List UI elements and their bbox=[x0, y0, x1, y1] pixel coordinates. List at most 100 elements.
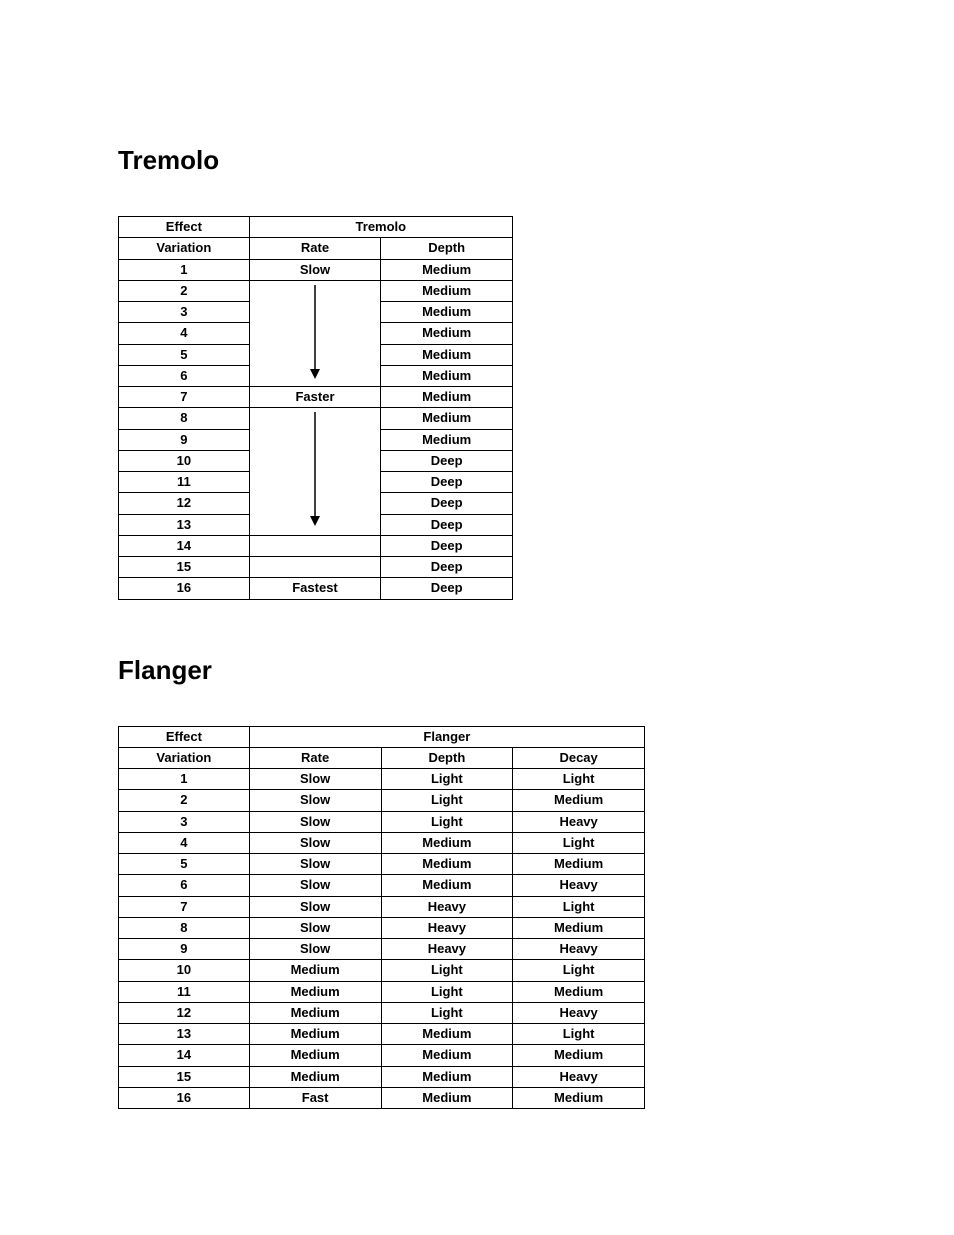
depth-cell: Medium bbox=[381, 387, 513, 408]
depth-cell: Deep bbox=[381, 450, 513, 471]
rate-cell: Slow bbox=[249, 939, 381, 960]
flanger-col-rate: Rate bbox=[249, 747, 381, 768]
rate-cell: Slow bbox=[249, 854, 381, 875]
variation-cell: 16 bbox=[119, 1087, 250, 1108]
variation-cell: 6 bbox=[119, 365, 250, 386]
table-row: 3SlowLightHeavy bbox=[119, 811, 645, 832]
variation-cell: 9 bbox=[119, 939, 250, 960]
table-row: 8SlowHeavyMedium bbox=[119, 917, 645, 938]
table-row: 2SlowLightMedium bbox=[119, 790, 645, 811]
depth-cell: Heavy bbox=[381, 939, 513, 960]
depth-cell: Light bbox=[381, 1002, 513, 1023]
variation-cell: 14 bbox=[119, 1045, 250, 1066]
variation-cell: 16 bbox=[119, 578, 250, 599]
table-row: 10MediumLightLight bbox=[119, 960, 645, 981]
decay-cell: Light bbox=[513, 769, 645, 790]
table-row: 16 Fastest Deep bbox=[119, 578, 513, 599]
rate-cell: Faster bbox=[249, 387, 381, 408]
decay-cell: Medium bbox=[513, 981, 645, 1002]
variation-cell: 8 bbox=[119, 917, 250, 938]
decay-cell: Heavy bbox=[513, 1002, 645, 1023]
variation-cell: 9 bbox=[119, 429, 250, 450]
variation-cell: 4 bbox=[119, 832, 250, 853]
arrow-down-icon bbox=[309, 281, 321, 381]
depth-cell: Medium bbox=[381, 344, 513, 365]
rate-cell: Medium bbox=[249, 1066, 381, 1087]
depth-cell: Heavy bbox=[381, 896, 513, 917]
table-row: 16FastMediumMedium bbox=[119, 1087, 645, 1108]
variation-cell: 15 bbox=[119, 557, 250, 578]
depth-cell: Medium bbox=[381, 429, 513, 450]
decay-cell: Medium bbox=[513, 790, 645, 811]
tremolo-variation-header: Variation bbox=[119, 238, 250, 259]
decay-cell: Heavy bbox=[513, 811, 645, 832]
rate-cell: Slow bbox=[249, 811, 381, 832]
depth-cell: Medium bbox=[381, 365, 513, 386]
variation-cell: 15 bbox=[119, 1066, 250, 1087]
decay-cell: Medium bbox=[513, 854, 645, 875]
variation-cell: 2 bbox=[119, 280, 250, 301]
variation-cell: 13 bbox=[119, 1024, 250, 1045]
depth-cell: Deep bbox=[381, 557, 513, 578]
variation-cell: 7 bbox=[119, 896, 250, 917]
table-row: 12MediumLightHeavy bbox=[119, 1002, 645, 1023]
depth-cell: Light bbox=[381, 769, 513, 790]
rate-cell: Slow bbox=[249, 790, 381, 811]
table-row: 1SlowLightLight bbox=[119, 769, 645, 790]
decay-cell: Medium bbox=[513, 917, 645, 938]
rate-cell: Slow bbox=[249, 896, 381, 917]
rate-cell: Slow bbox=[249, 769, 381, 790]
depth-cell: Medium bbox=[381, 302, 513, 323]
depth-cell: Deep bbox=[381, 493, 513, 514]
variation-cell: 14 bbox=[119, 535, 250, 556]
table-row: 14MediumMediumMedium bbox=[119, 1045, 645, 1066]
table-row: 15MediumMediumHeavy bbox=[119, 1066, 645, 1087]
variation-cell: 8 bbox=[119, 408, 250, 429]
flanger-effect-name: Flanger bbox=[249, 726, 644, 747]
variation-cell: 2 bbox=[119, 790, 250, 811]
tremolo-effect-name: Tremolo bbox=[249, 217, 512, 238]
table-row: 14 Deep bbox=[119, 535, 513, 556]
depth-cell: Medium bbox=[381, 280, 513, 301]
depth-cell: Medium bbox=[381, 259, 513, 280]
table-header-row: Effect Tremolo bbox=[119, 217, 513, 238]
variation-cell: 12 bbox=[119, 493, 250, 514]
tremolo-table: Effect Tremolo Variation Rate Depth 1 Sl… bbox=[118, 216, 513, 600]
depth-cell: Medium bbox=[381, 323, 513, 344]
variation-cell: 3 bbox=[119, 302, 250, 323]
depth-cell: Light bbox=[381, 790, 513, 811]
variation-cell: 1 bbox=[119, 769, 250, 790]
arrow-down-icon bbox=[309, 408, 321, 528]
rate-cell: Medium bbox=[249, 1024, 381, 1045]
decay-cell: Medium bbox=[513, 1045, 645, 1066]
rate-cell bbox=[249, 557, 381, 578]
depth-cell: Medium bbox=[381, 1066, 513, 1087]
variation-cell: 13 bbox=[119, 514, 250, 535]
rate-arrow-cell bbox=[249, 280, 381, 386]
depth-cell: Deep bbox=[381, 578, 513, 599]
flanger-effect-header: Effect bbox=[119, 726, 250, 747]
decay-cell: Light bbox=[513, 1024, 645, 1045]
depth-cell: Deep bbox=[381, 472, 513, 493]
table-row: 4SlowMediumLight bbox=[119, 832, 645, 853]
tremolo-col-depth: Depth bbox=[381, 238, 513, 259]
variation-cell: 5 bbox=[119, 344, 250, 365]
table-header-row: Variation Rate Depth bbox=[119, 238, 513, 259]
table-header-row: Variation Rate Depth Decay bbox=[119, 747, 645, 768]
tremolo-effect-header: Effect bbox=[119, 217, 250, 238]
variation-cell: 12 bbox=[119, 1002, 250, 1023]
rate-cell bbox=[249, 535, 381, 556]
rate-cell: Slow bbox=[249, 259, 381, 280]
depth-cell: Medium bbox=[381, 832, 513, 853]
table-row: 15 Deep bbox=[119, 557, 513, 578]
table-row: 2 Medium bbox=[119, 280, 513, 301]
rate-cell: Medium bbox=[249, 1002, 381, 1023]
depth-cell: Light bbox=[381, 960, 513, 981]
rate-cell: Fastest bbox=[249, 578, 381, 599]
decay-cell: Light bbox=[513, 832, 645, 853]
rate-arrow-cell bbox=[249, 408, 381, 536]
table-row: 9SlowHeavyHeavy bbox=[119, 939, 645, 960]
depth-cell: Heavy bbox=[381, 917, 513, 938]
variation-cell: 1 bbox=[119, 259, 250, 280]
variation-cell: 5 bbox=[119, 854, 250, 875]
